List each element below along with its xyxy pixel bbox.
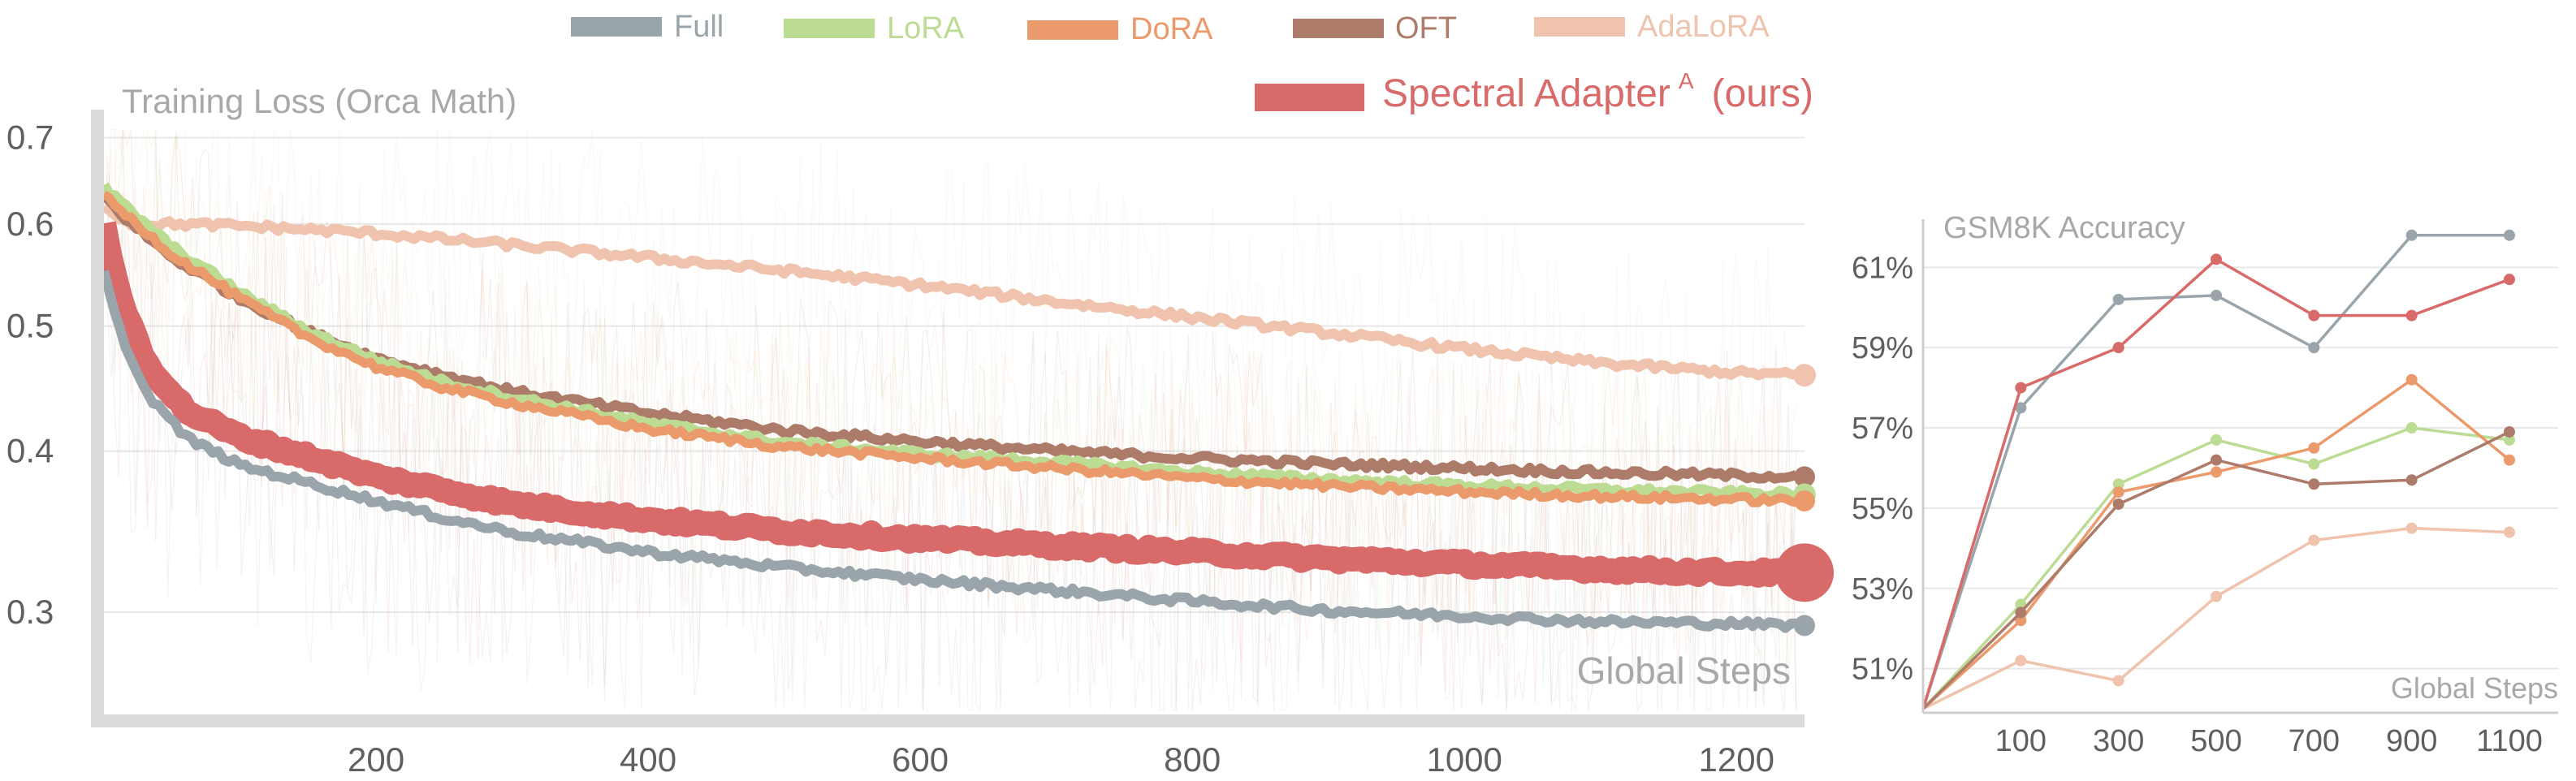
gsm8k-accuracy-chart: 51% 53% 55% 57% 59% 61% 100 300 500 700 900 1100 GS… [1852,211,2558,758]
legend-label-dora: DoRA [1130,12,1213,46]
accuracy-x-tick-label: 1100 [2476,724,2543,758]
accuracy-point-full [2015,402,2027,414]
loss-end-marker-spectral-adapter-a-ours [1775,543,1834,602]
accuracy-point-adalora [2211,590,2222,602]
loss-series-spectral-adapter-a-ours [92,221,1804,588]
accuracy-point-dora [2405,373,2418,386]
accuracy-point-full [2405,229,2418,241]
accuracy-point-oft [2504,425,2515,438]
loss-axes: 0.3 0.4 0.5 0.6 0.7 200 400 600 800 1000 1200 [6,110,1804,779]
legend-swatch-dora [1027,20,1118,40]
legend-label-spectral: Spectral Adapter A (ours) [1382,68,1813,115]
accuracy-point-lora [2112,478,2124,490]
accuracy-point-full [2308,342,2320,354]
accuracy-point-lora [2308,458,2320,470]
accuracy-chart-title: GSM8K Accuracy [1943,211,2185,245]
loss-end-marker-adalora [1793,364,1816,387]
legend-label-adalora: AdaLoRA [1637,10,1770,44]
loss-y-tick-label: 0.3 [6,593,54,631]
loss-y-tick-label: 0.5 [6,307,54,345]
accuracy-y-tick-label: 59% [1852,331,1913,365]
loss-noise-full [106,202,1797,711]
accuracy-x-tick-label: 100 [1995,724,2047,758]
legend-swatch-spectral [1255,84,1364,111]
loss-series-dora [102,190,1798,507]
loss-y-tick-label: 0.7 [6,118,54,156]
loss-noise-adalora [106,127,1797,543]
loss-x-axis-label: Global Steps [1577,649,1791,692]
accuracy-point-spectral-adapter-a-ours [2405,309,2418,321]
accuracy-point-full [2504,229,2515,241]
accuracy-x-axis-label: Global Steps [2391,671,2558,705]
accuracy-point-dora [2211,466,2222,478]
accuracy-point-dora [2504,454,2515,466]
legend: Full LoRA DoRA OFT AdaLoRA Spectral Adapter A(… [571,10,1813,115]
legend-swatch-oft [1293,19,1384,38]
accuracy-point-adalora [2112,675,2124,687]
accuracy-point-lora [2211,434,2222,446]
accuracy-point-full [2211,289,2222,301]
loss-end-marker-oft [1794,466,1815,488]
accuracy-point-oft [2405,474,2418,486]
legend-swatch-adalora [1534,17,1625,37]
accuracy-point-spectral-adapter-a-ours [2211,253,2222,265]
accuracy-x-tick-label: 700 [2289,724,2340,758]
loss-y-tick-label: 0.4 [6,432,54,470]
loss-x-tick-label: 800 [1164,740,1221,779]
accuracy-series-group [1921,229,2515,710]
loss-x-tick-label: 1000 [1426,740,1502,779]
loss-x-tick-label: 600 [892,740,949,779]
loss-series-adalora [101,202,1797,381]
accuracy-point-adalora [2405,522,2418,534]
accuracy-point-dora [2308,442,2320,454]
accuracy-y-tick-label: 57% [1852,412,1913,446]
accuracy-y-tick-label: 61% [1852,251,1913,285]
accuracy-point-oft [2308,478,2320,490]
legend-swatch-full [571,17,662,37]
loss-series-group [92,182,1834,636]
accuracy-point-adalora [2308,534,2320,546]
loss-series-full [99,270,1796,633]
loss-noise-lora [106,129,1797,669]
accuracy-point-lora [2405,422,2418,434]
accuracy-gridlines [1923,266,2558,670]
accuracy-point-full [2112,293,2124,305]
accuracy-point-dora [2015,615,2027,627]
legend-swatch-lora [784,19,875,38]
accuracy-point-spectral-adapter-a-ours [2112,342,2124,354]
accuracy-point-spectral-adapter-a-ours [2504,274,2515,286]
accuracy-point-adalora [2015,654,2027,667]
accuracy-point-dora [2112,486,2124,498]
loss-end-marker-dora [1794,490,1815,511]
loss-x-tick-label: 1200 [1699,740,1774,779]
accuracy-x-tick-label: 500 [2190,724,2241,758]
accuracy-point-adalora [2504,526,2515,538]
loss-chart-title: Training Loss (Orca Math) [122,82,516,120]
accuracy-x-tick-label: 900 [2386,724,2437,758]
accuracy-point-oft [2112,498,2124,510]
accuracy-axes: 51% 53% 55% 57% 59% 61% 100 300 500 700 900 1100 [1852,219,2558,758]
accuracy-point-oft [2211,454,2222,466]
loss-x-tick-label: 200 [348,740,404,779]
legend-label-oft: OFT [1395,11,1457,45]
legend-label-lora: LoRA [887,11,965,45]
accuracy-point-spectral-adapter-a-ours [2308,309,2320,321]
loss-end-marker-full [1794,615,1815,636]
loss-y-tick-label: 0.6 [6,205,54,243]
loss-x-tick-label: 400 [620,740,676,779]
accuracy-y-tick-label: 51% [1852,653,1913,687]
accuracy-series-spectral-adapter-a-ours [1921,257,2510,710]
accuracy-y-tick-label: 55% [1852,492,1913,526]
training-loss-chart: 0.3 0.4 0.5 0.6 0.7 200 400 600 800 1000 1200 Trai… [6,82,1834,779]
accuracy-y-tick-label: 53% [1852,572,1913,606]
accuracy-x-tick-label: 300 [2093,724,2144,758]
accuracy-point-oft [2015,606,2027,619]
accuracy-point-lora [2504,434,2515,446]
accuracy-point-spectral-adapter-a-ours [2015,382,2027,394]
legend-label-full: Full [674,10,724,44]
